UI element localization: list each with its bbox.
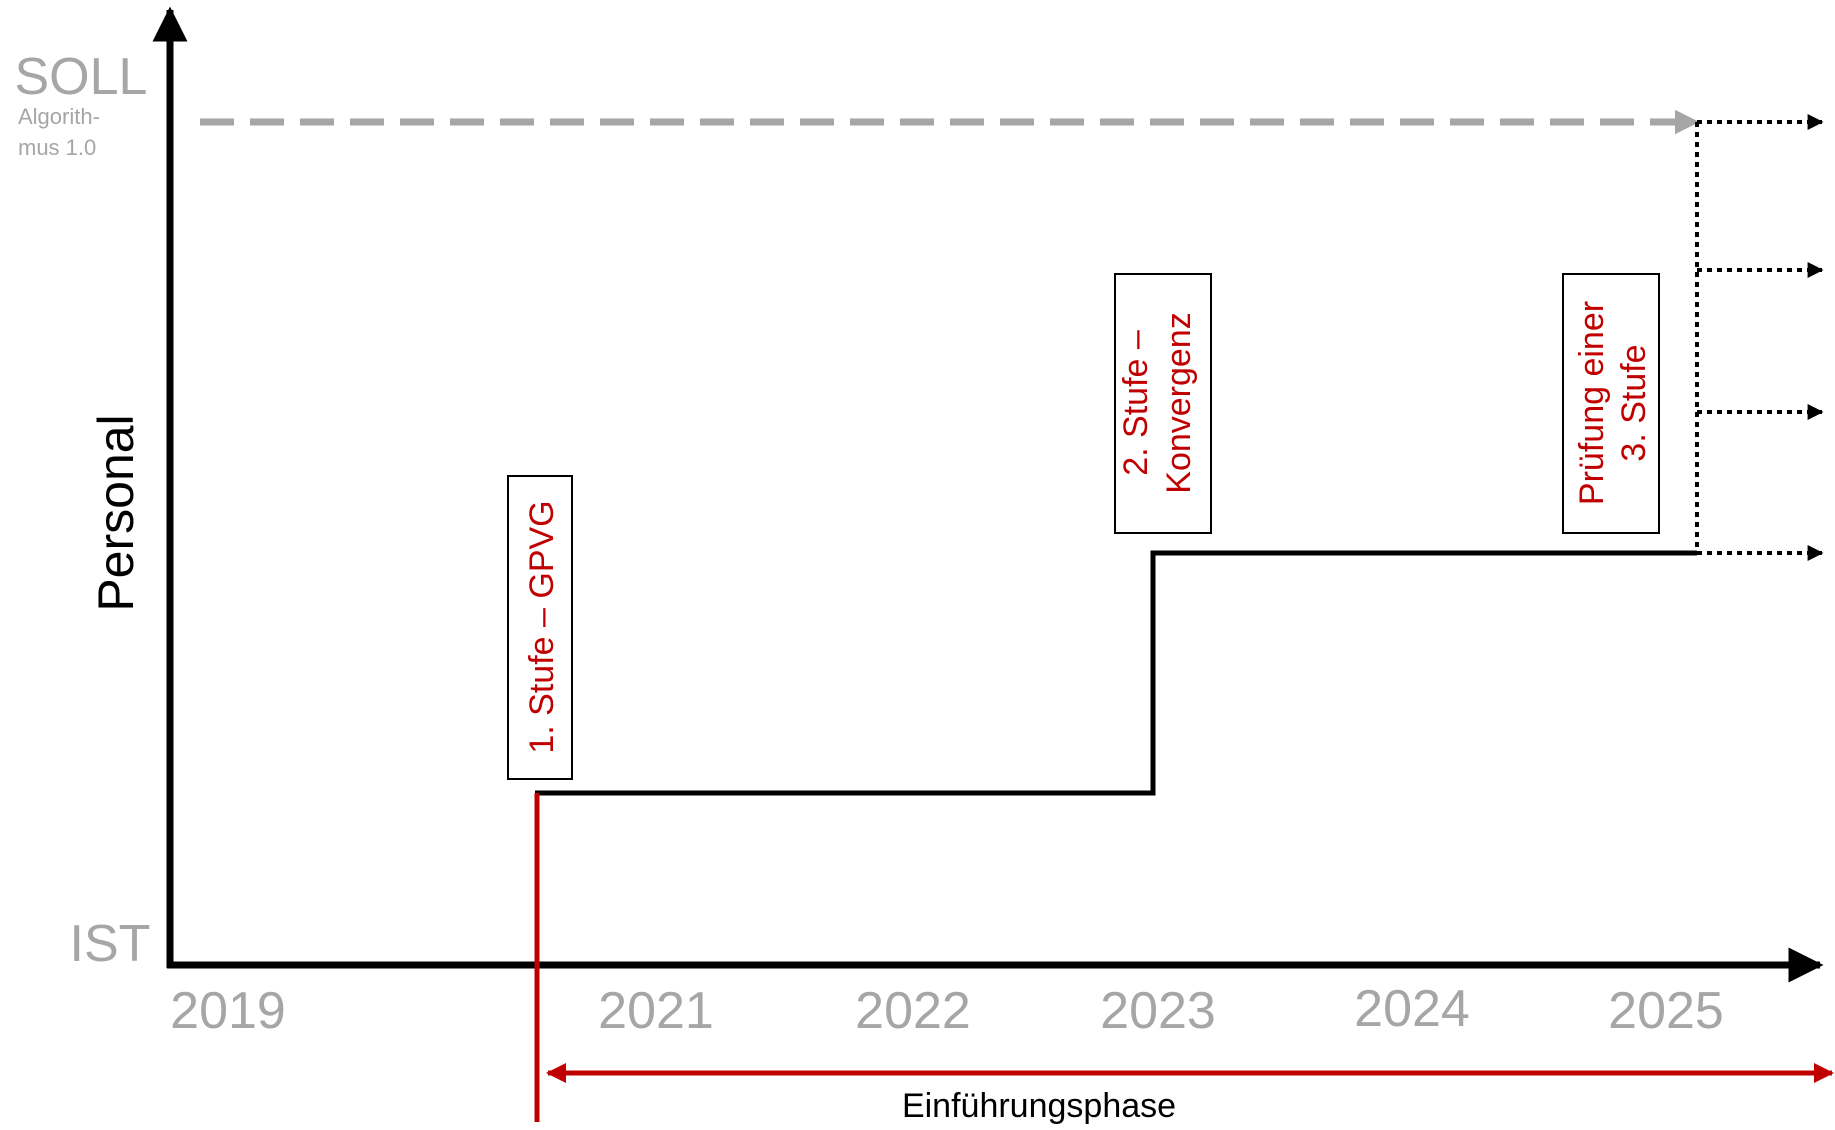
y-axis-title: Personal bbox=[88, 414, 144, 611]
stage-2-label-line2: Konvergenz bbox=[1160, 312, 1198, 493]
stage-1-label: 1. Stufe – GPVG bbox=[523, 500, 561, 753]
soll-sublabel-line2: mus 1.0 bbox=[18, 135, 96, 160]
soll-label: SOLL bbox=[15, 48, 148, 106]
stage-1-callout: 1. Stufe – GPVG bbox=[507, 475, 573, 780]
stage-2-label-line1: 2. Stufe – bbox=[1117, 330, 1155, 476]
stage-3-label-line2: 3. Stufe bbox=[1615, 344, 1653, 461]
stage-1-box bbox=[507, 475, 573, 780]
year-label: 2025 bbox=[1608, 982, 1724, 1040]
stage-3-callout: Prüfung einer 3. Stufe bbox=[1562, 273, 1660, 534]
introduction-phase-label: Einführungsphase bbox=[902, 1087, 1176, 1125]
stage-2-box bbox=[1114, 273, 1212, 534]
year-label: 2024 bbox=[1354, 980, 1470, 1038]
year-label: 2023 bbox=[1100, 982, 1216, 1040]
stage-3-box bbox=[1562, 273, 1660, 534]
year-label: 2022 bbox=[855, 982, 971, 1040]
year-label: 2021 bbox=[598, 982, 714, 1040]
stage-2-callout: 2. Stufe – Konvergenz bbox=[1114, 273, 1212, 534]
stage-3-label-line1: Prüfung einer bbox=[1573, 301, 1611, 505]
ist-label: IST bbox=[70, 915, 151, 973]
year-label: 2019 bbox=[170, 982, 286, 1040]
soll-sublabel-line1: Algorith- bbox=[18, 104, 100, 129]
staffing-step-line bbox=[535, 550, 1697, 796]
